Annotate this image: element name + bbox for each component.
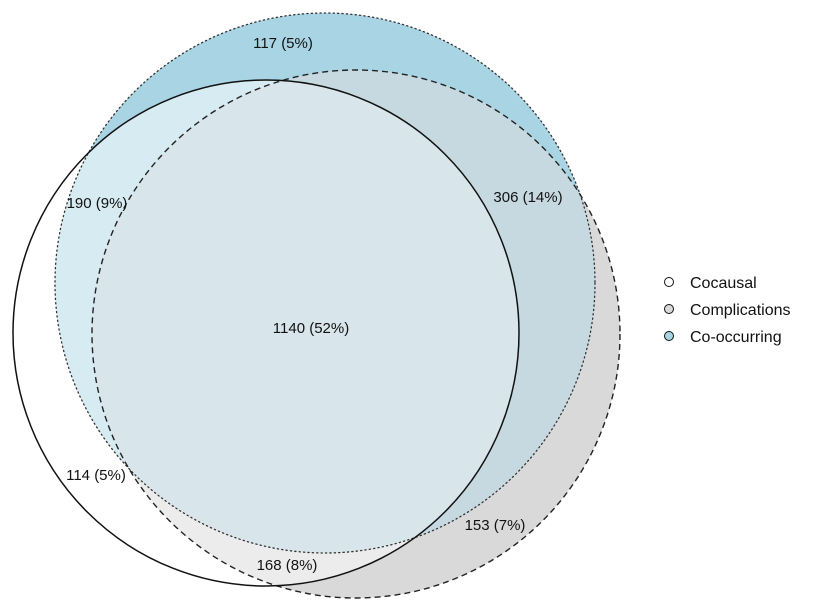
region-label-cocausal-complications: 168 (8%) (257, 557, 318, 574)
region-label-complications-cooccurring: 306 (14%) (493, 189, 562, 206)
cooccurring-circle-outline (54, 12, 596, 554)
legend-swatch-cocausal (664, 277, 674, 287)
region-label-all-three: 1140 (52%) (273, 320, 349, 337)
legend-swatch-cooccurring (664, 331, 674, 341)
complications-circle-outline (91, 69, 621, 599)
region-label-cooccurring-only: 117 (5%) (253, 35, 313, 52)
legend-label-cooccurring: Co-occurring (690, 329, 782, 346)
region-label-cocausal-cooccurring: 190 (9%) (67, 195, 128, 212)
region-label-cocausal-only: 114 (5%) (66, 467, 126, 484)
region-label-complications-only: 153 (7%) (465, 517, 526, 534)
legend-label-complications: Complications (690, 302, 790, 319)
cocausal-circle-outline (12, 79, 520, 587)
legend: Cocausal Complications Co-occurring (664, 275, 790, 346)
legend-label-cocausal: Cocausal (690, 275, 757, 292)
legend-swatch-complications (664, 304, 674, 314)
